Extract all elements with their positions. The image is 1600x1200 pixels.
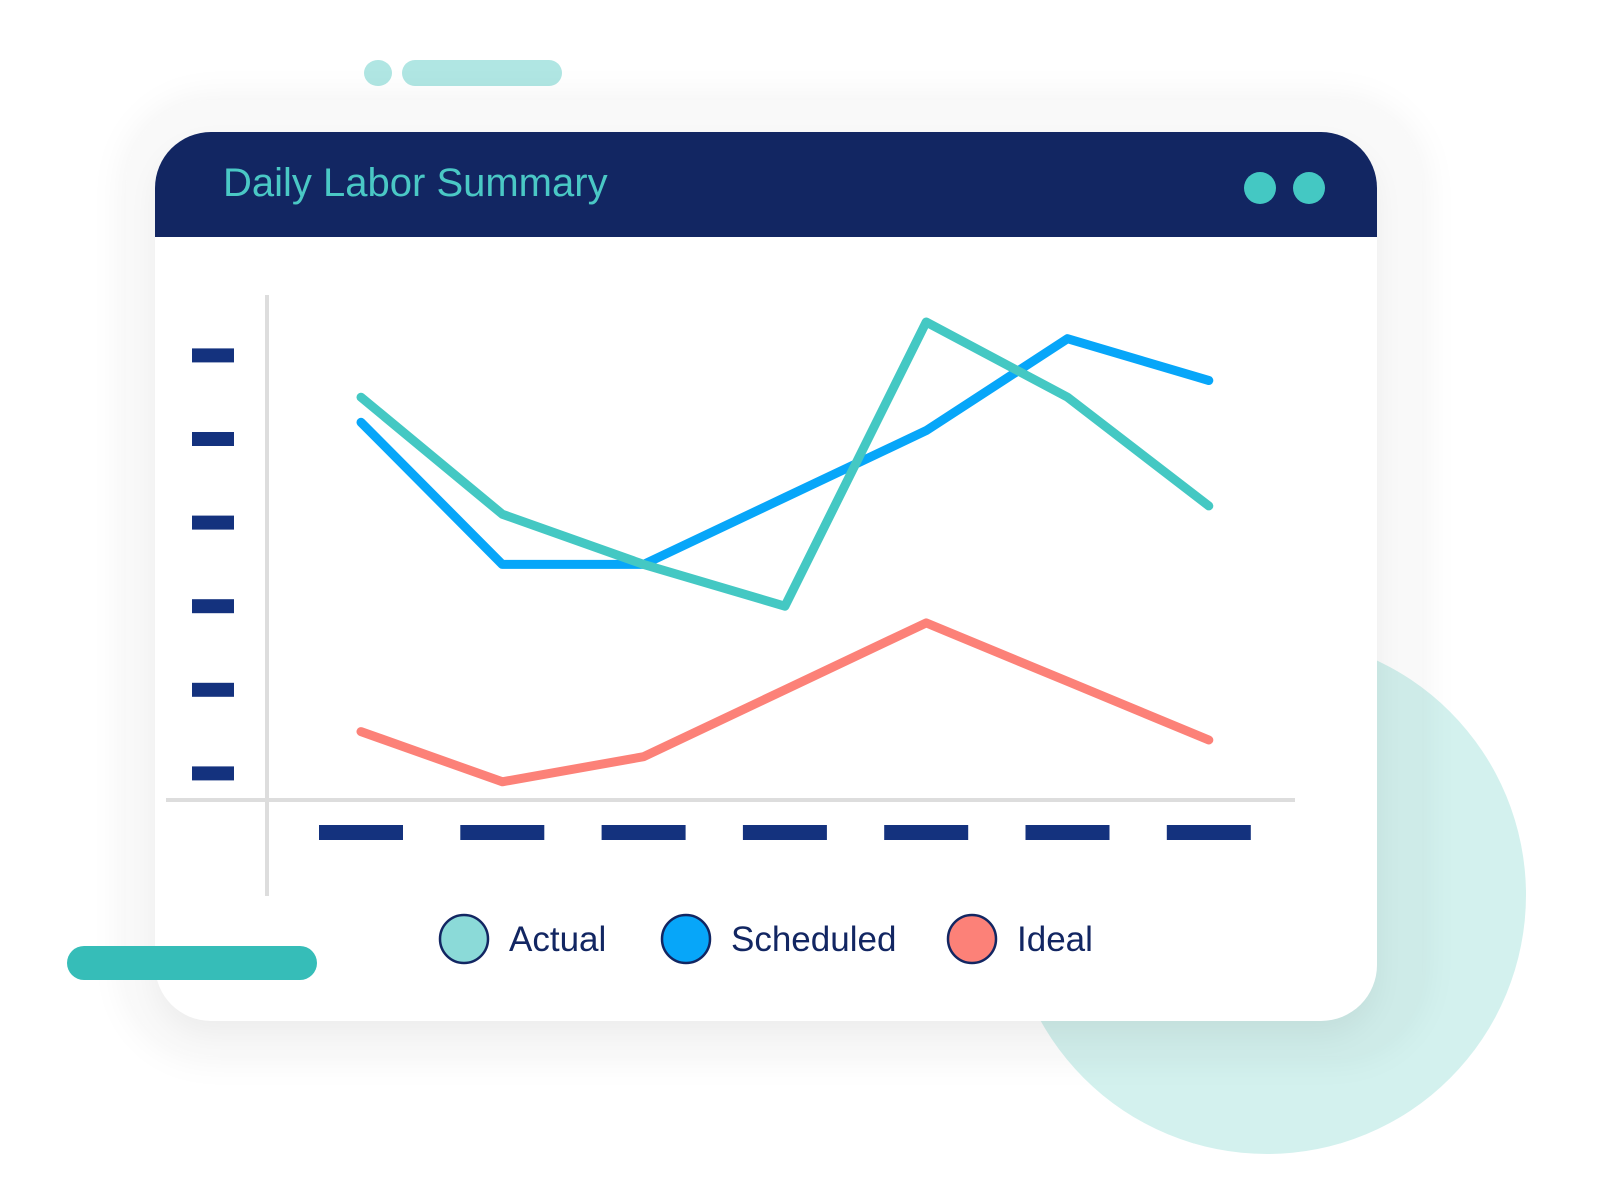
y-tick-mark: [192, 682, 234, 697]
x-tick-mark: [1025, 825, 1110, 840]
series-line-actual: [356, 317, 1214, 611]
legend-label-actual: Actual: [509, 920, 606, 959]
y-tick-mark: [192, 348, 234, 363]
legend-label-ideal: Ideal: [1017, 920, 1093, 959]
decorative-dot: [364, 60, 392, 86]
x-tick-mark: [1166, 825, 1251, 840]
chart-card: Daily Labor Summary: [155, 132, 1377, 1021]
x-tick-mark: [742, 825, 827, 840]
series-line-scheduled: [356, 334, 1214, 569]
legend-label-scheduled: Scheduled: [731, 920, 896, 959]
x-tick-mark: [460, 825, 545, 840]
x-tick-mark: [601, 825, 686, 840]
y-tick-mark: [192, 515, 234, 530]
window-dot-icon[interactable]: [1244, 172, 1276, 204]
decorative-pill-bottom: [67, 946, 317, 980]
legend-swatch-icon: [946, 913, 998, 965]
x-tick-mark: [319, 825, 403, 840]
x-tick-mark: [884, 825, 969, 840]
window-dot-icon[interactable]: [1293, 172, 1325, 204]
legend-swatch-icon: [660, 913, 712, 965]
decorative-pill-top: [402, 60, 562, 86]
y-tick-mark: [192, 599, 234, 614]
y-tick-mark: [192, 432, 234, 446]
series-line-ideal: [356, 618, 1214, 787]
chart-title: Daily Labor Summary: [223, 161, 608, 205]
legend-swatch-icon: [438, 913, 490, 965]
y-tick-mark: [192, 766, 234, 781]
card-header: Daily Labor Summary: [155, 132, 1377, 237]
